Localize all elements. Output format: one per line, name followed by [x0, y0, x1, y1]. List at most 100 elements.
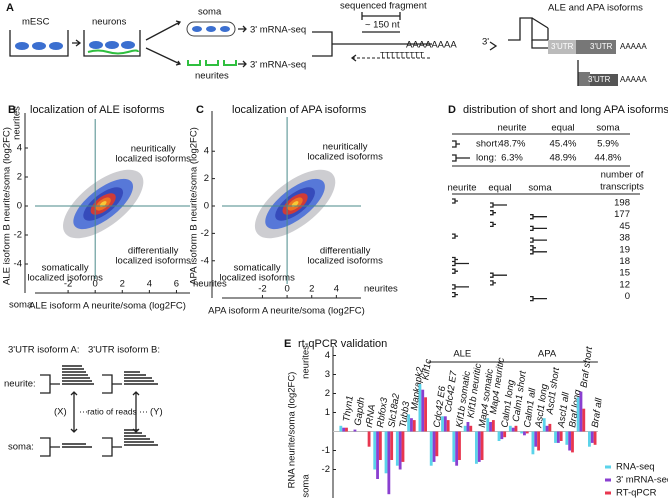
isoform-icon [452, 291, 547, 302]
y-axis-label: RNA neurite/soma (log2FC) [287, 372, 298, 489]
y-top-label: neurites [301, 345, 312, 379]
annotation: somatically [234, 263, 281, 274]
bar [418, 384, 422, 432]
bar [390, 431, 394, 460]
bar [500, 431, 504, 440]
bar [576, 397, 580, 432]
density-cloud [254, 169, 336, 239]
label: soma: [8, 442, 34, 453]
label: sequenced fragment [340, 1, 427, 12]
y-top-label: neurites [12, 106, 23, 140]
label: soma [198, 7, 222, 18]
x-tick-label: Kif1c [420, 358, 434, 381]
isoform-icon [530, 245, 547, 255]
x-tick-label: 2 [120, 279, 125, 290]
table-header: equal [488, 183, 511, 194]
bar [466, 422, 470, 432]
panel-label: A [6, 2, 14, 14]
bar [353, 429, 357, 432]
bar [497, 431, 501, 441]
annotation: neuritically [131, 144, 176, 155]
bar [559, 431, 563, 441]
static-texts: A mESC neurons soma neurites 3' mRNA-seq… [4, 1, 668, 453]
table-header: neurite [497, 123, 526, 134]
y-tick-label: 1 [325, 407, 330, 418]
bar [421, 389, 425, 432]
x-end-label: neurites [364, 284, 398, 295]
label: mESC [22, 17, 50, 28]
y-tick-label: 2 [17, 172, 22, 183]
bar [443, 416, 447, 432]
label: 3' mRNA-seq [250, 25, 306, 36]
isoform-icon [452, 280, 496, 290]
density-cloud [63, 169, 144, 239]
bar [441, 416, 444, 432]
bar [545, 425, 549, 432]
bar [548, 423, 552, 432]
annotation: localized isoforms [27, 273, 103, 284]
bar [508, 425, 512, 432]
bar [373, 431, 377, 470]
group-label: ALE [453, 349, 471, 360]
table-cell: long: [476, 153, 497, 164]
bar [435, 431, 439, 457]
label: 3' [482, 37, 489, 48]
table-header: neurite [447, 183, 476, 194]
isoform-icon [452, 140, 460, 148]
x-tick-label: Gapdh [353, 397, 368, 427]
x-tick-label: 4 [334, 284, 339, 295]
annotation: somatically [42, 263, 89, 274]
bar [582, 408, 586, 432]
y-tick-label: 0 [17, 201, 22, 212]
x-tick-label: 6 [174, 279, 179, 290]
chart-title: localization of ALE isoforms [30, 104, 165, 116]
panel-label: C [196, 104, 204, 116]
group-label: APA [538, 349, 557, 360]
bar [407, 414, 411, 432]
x-tick-label: 0 [284, 284, 289, 295]
x-tick-label: Thyn1 [341, 395, 356, 423]
label: TTTTTTTTT [380, 51, 424, 60]
table-cell: 45.4% [550, 139, 577, 150]
bar [542, 418, 546, 432]
y-tick-label: -2 [201, 228, 209, 239]
bar [486, 418, 490, 432]
bar [387, 431, 391, 495]
table-cell: short: [476, 139, 500, 150]
table-cell: 44.8% [595, 153, 622, 164]
bar [458, 431, 461, 460]
bar [463, 425, 467, 432]
annotation: neuritically [323, 142, 368, 153]
isoform-icon [452, 256, 469, 267]
bar [523, 431, 526, 436]
annotation: localized isoforms [307, 256, 383, 267]
y-tick-label: 0 [204, 201, 209, 212]
isoform-icon [452, 198, 507, 208]
label: neurons [92, 17, 127, 28]
legend-label: RNA-seq [616, 462, 655, 473]
bar [568, 431, 572, 451]
count: 45 [619, 221, 630, 232]
bar [590, 431, 594, 443]
annotation: localized isoforms [307, 152, 383, 163]
x-tick-label: 0 [93, 279, 98, 290]
bar [378, 431, 382, 460]
label: ratio of reads [87, 406, 137, 416]
x-tick-label: 2 [309, 284, 314, 295]
table-header: equal [551, 123, 574, 134]
bar [342, 427, 346, 432]
bar [491, 420, 495, 432]
label: ALE and APA isoforms [548, 3, 643, 14]
bar [593, 431, 597, 445]
table-header: soma [596, 123, 620, 134]
count: 19 [619, 244, 630, 255]
bar [376, 431, 379, 479]
isoform-icon [452, 154, 470, 162]
bar [410, 418, 413, 432]
bar [367, 431, 371, 447]
annotation: localized isoforms [219, 273, 295, 284]
x-tick-label: 4 [147, 279, 152, 290]
label: AAAAA [620, 75, 647, 84]
label: (Y) [150, 407, 163, 418]
bar [401, 431, 405, 462]
